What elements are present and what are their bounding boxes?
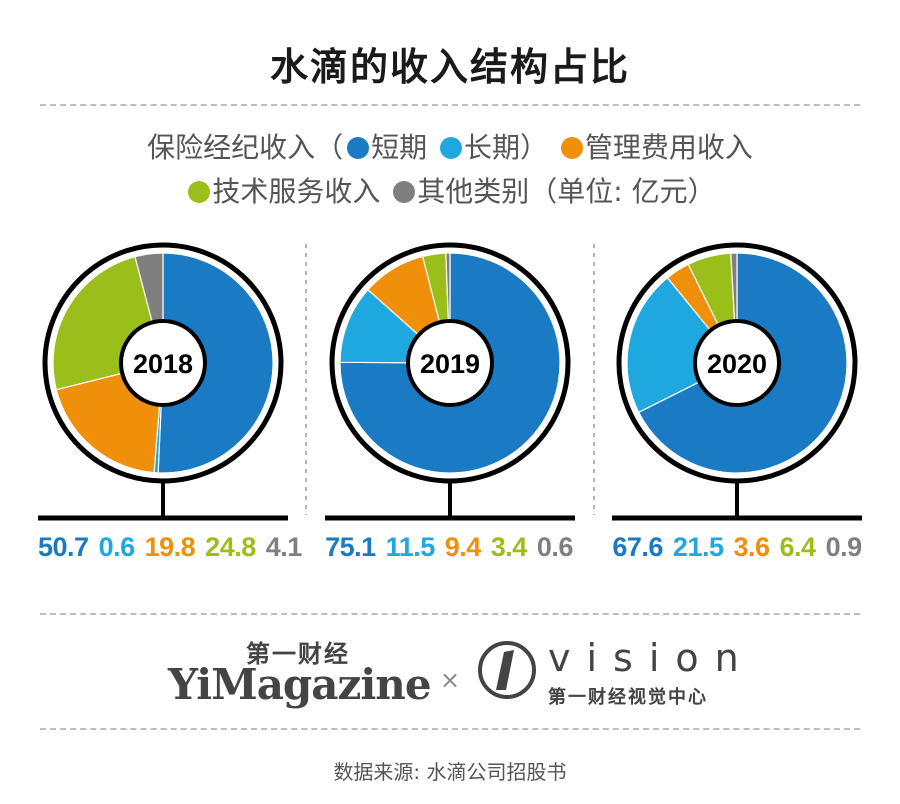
legend-dot-management-fee <box>560 137 583 159</box>
legend-other: 其他类别（单位: 亿元） <box>417 175 716 208</box>
page-title: 水滴的收入结构占比 <box>269 45 630 89</box>
bottom-divider <box>40 728 860 730</box>
middle-divider <box>40 613 860 615</box>
legend-dot-tech-service <box>188 181 211 203</box>
pie-center-2020 <box>693 319 781 407</box>
pie-slice-2018-short-term <box>157 252 274 474</box>
pie-year-label-2018: 2018 <box>133 349 193 379</box>
value-label: 9.4 <box>444 532 482 562</box>
cross-symbol: × <box>440 666 461 694</box>
pie-slice-2020-long-term <box>626 276 738 414</box>
pie-ring-2018 <box>42 242 284 484</box>
value-label: 0.9 <box>825 532 863 562</box>
legend-short-term: 短期 <box>371 131 428 164</box>
value-label: 3.6 <box>733 532 770 562</box>
yimagazine-logo-cn: 第一财经 <box>246 640 350 668</box>
vision-logo-word: vision <box>548 636 755 680</box>
value-label: 50.7 <box>38 532 89 562</box>
legend-management-fee: 管理费用收入 <box>584 131 753 164</box>
value-label: 24.8 <box>205 532 256 562</box>
value-label: 0.6 <box>98 532 136 562</box>
values-row-2019: 75.1 11.5 9.4 3.4 0.6 <box>319 532 579 563</box>
legend-long-term: 长期） <box>464 131 549 164</box>
data-source: 数据来源: 水滴公司招股书 <box>333 760 567 784</box>
value-label: 67.6 <box>612 532 663 562</box>
legend-row-1: 保险经纪收入（ 短期 长期） 管理费用收入 <box>0 126 900 166</box>
legend-row-2: 技术服务收入 其他类别（单位: 亿元） <box>0 170 900 210</box>
pie-year-label-2019: 2019 <box>420 349 480 379</box>
legend-dot-long-term <box>440 137 462 159</box>
values-row-2020: 67.6 21.5 3.6 6.4 0.9 <box>607 532 867 563</box>
legend-prefix: 保险经纪收入（ <box>147 131 344 164</box>
pie-charts: 2018 2019 2020 <box>38 242 862 521</box>
value-label: 3.4 <box>490 532 528 562</box>
value-label: 21.5 <box>672 532 724 562</box>
value-label: 19.8 <box>144 532 196 562</box>
value-label: 6.4 <box>779 532 817 562</box>
top-divider <box>40 104 860 106</box>
value-label: 75.1 <box>325 532 376 562</box>
value-label: 0.6 <box>536 532 574 562</box>
vision-logo-subtitle: 第一财经视觉中心 <box>548 687 708 708</box>
values-row-2018: 50.7 0.6 19.8 24.8 4.1 <box>33 532 302 563</box>
pie-center-2018 <box>119 319 207 407</box>
legend-dot-other <box>393 181 416 203</box>
vision-logo-icon <box>478 641 536 699</box>
pie-ring-2020 <box>616 242 858 484</box>
pie-ring-2019 <box>329 242 571 484</box>
legend-tech-service: 技术服务收入 <box>212 175 381 208</box>
yimagazine-logo-en: YiMagazine <box>168 660 432 709</box>
legend-dot-short-term <box>347 137 370 159</box>
pie-slice-2019-short-term <box>339 252 561 474</box>
value-label: 4.1 <box>265 532 303 562</box>
pie-year-label-2020: 2020 <box>707 349 767 379</box>
pie-center-2019 <box>406 319 494 407</box>
value-label: 11.5 <box>385 532 436 562</box>
